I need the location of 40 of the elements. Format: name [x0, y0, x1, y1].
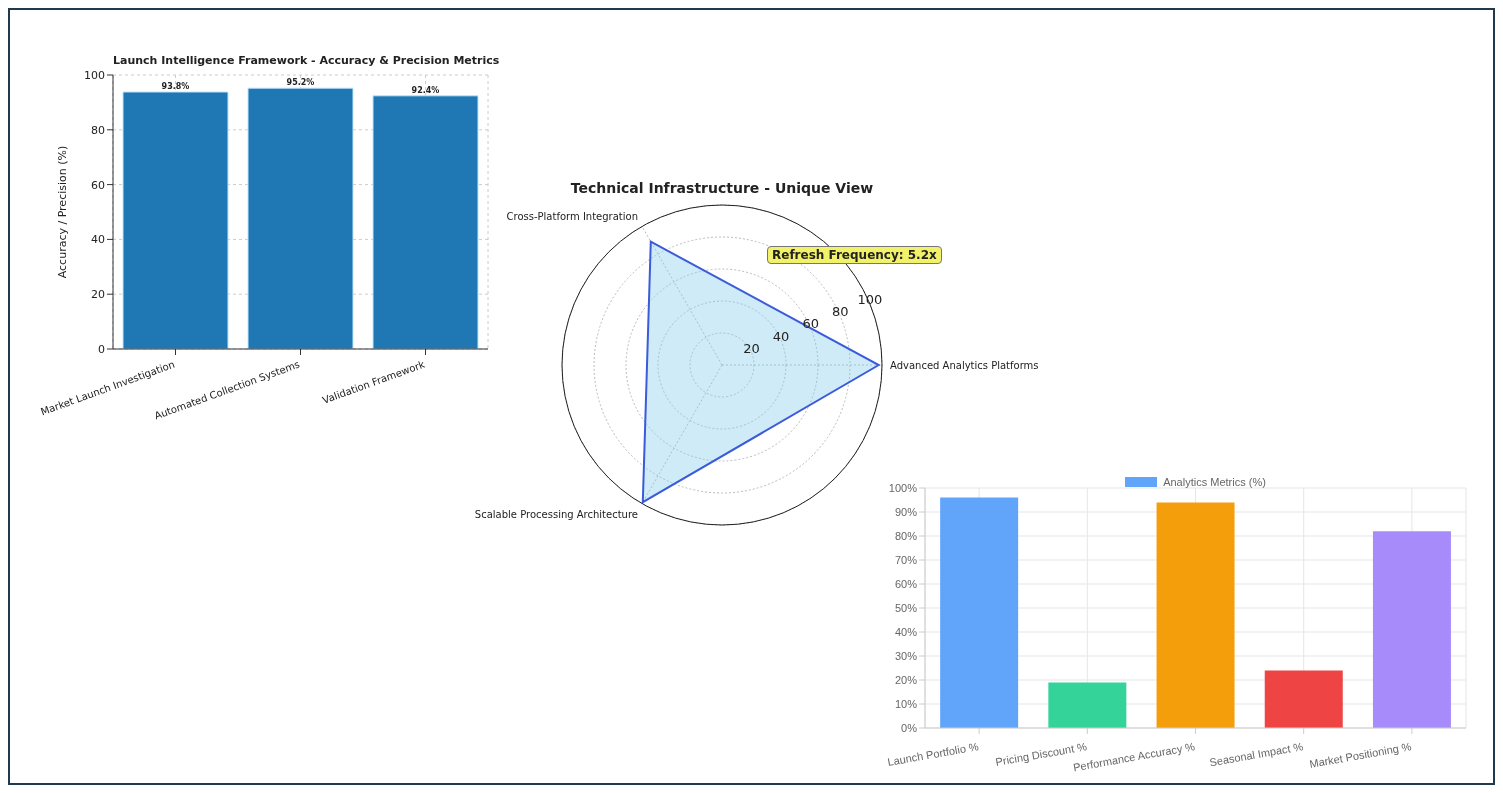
- y-tick-label: 100: [84, 68, 105, 82]
- bar: [1048, 682, 1127, 728]
- bar: [1264, 670, 1343, 728]
- y-tick-label: 0: [98, 342, 105, 356]
- y-tick-label: 40: [91, 233, 105, 247]
- x-tick-label: Launch Portfolio %: [886, 740, 980, 768]
- legend-label: Analytics Metrics (%): [1162, 476, 1266, 488]
- chart-title: Technical Infrastructure - Unique View: [569, 180, 875, 196]
- y-tick-label: 100%: [888, 481, 918, 494]
- data-label: 95.2%: [286, 78, 315, 88]
- data-label: 92.4%: [411, 85, 440, 95]
- bar: [1372, 531, 1451, 728]
- text: Refresh Frequency: 5.2x: [767, 246, 942, 264]
- y-tick-label: 50%: [894, 601, 918, 614]
- y-tick-label: 20%: [894, 673, 918, 686]
- spoke-label: Cross-Platform Integration: [506, 210, 638, 222]
- spoke-label: Advanced Analytics Platforms: [890, 359, 1039, 371]
- x-tick-label: Market Positioning %: [1308, 740, 1413, 770]
- y-tick-label: 0%: [901, 721, 918, 734]
- y-tick-label: 80: [91, 123, 105, 137]
- y-tick-label: 60: [91, 178, 105, 192]
- y-tick-label: 40%: [894, 625, 918, 638]
- bar: [940, 497, 1019, 728]
- spoke-label: Scalable Processing Architecture: [474, 508, 638, 520]
- x-tick-label: Seasonal Impact %: [1208, 740, 1305, 769]
- chart-title: Launch Intelligence Framework - Accuracy & Precision Metrics: [113, 54, 500, 67]
- y-tick-label: 10%: [894, 697, 918, 710]
- y-axis-title: Accuracy / Precision (%): [55, 145, 69, 279]
- y-tick-label: 60%: [894, 577, 918, 590]
- y-tick-label: 40: [772, 328, 790, 344]
- y-tick-label: 20: [91, 288, 105, 302]
- y-tick-label: 60: [802, 316, 819, 332]
- y-tick-label: 20: [743, 340, 760, 356]
- y-tick-label: 70%: [894, 553, 918, 566]
- bar: [1156, 502, 1235, 728]
- y-tick-label: 90%: [894, 505, 918, 518]
- y-tick-label: 80: [831, 304, 849, 320]
- data-label: 93.8%: [161, 81, 190, 91]
- y-tick-label: 80%: [894, 529, 918, 542]
- y-tick-label: 30%: [894, 649, 918, 662]
